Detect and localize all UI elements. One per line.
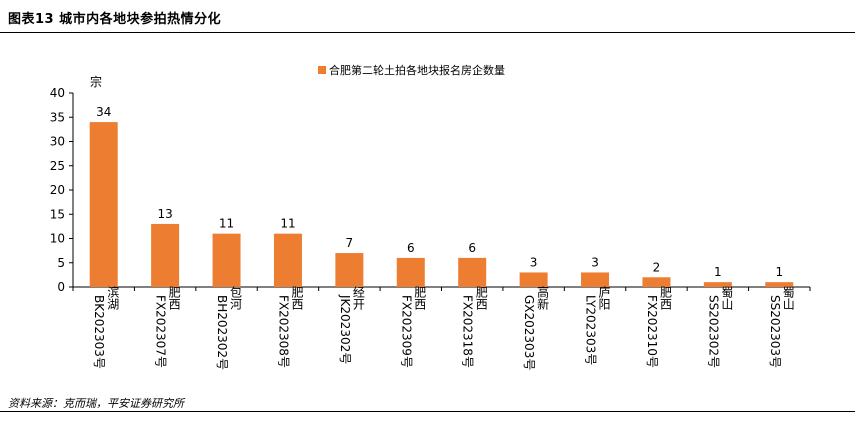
x-tick-label: LY202303号 庐阳: [584, 285, 612, 366]
figure-title: 图表13 城市内各地块参拍热情分化: [8, 12, 222, 27]
x-tick-label: FX202307号 肥西: [154, 286, 182, 368]
x-tick-label-district: 肥西: [658, 286, 672, 310]
data-label: 7: [346, 236, 354, 250]
x-tick-label-district: 包河: [229, 286, 243, 310]
x-tick-label-code: GX202303号: [522, 295, 536, 370]
x-tick-label: FX202308号 肥西: [276, 286, 304, 368]
source-note: 资料来源：克而瑞，平安证券研究所: [8, 397, 184, 410]
x-tick-label-district: 肥西: [290, 286, 304, 310]
bottom-divider: [0, 411, 855, 412]
legend-swatch: [318, 66, 326, 74]
bar: [335, 253, 364, 287]
x-tick-label-code: FX202309号: [399, 295, 413, 368]
x-tick-label: BK202303号 滨湖: [92, 285, 120, 369]
x-tick-label: JK202302号 经开: [338, 286, 366, 365]
data-label: 11: [280, 217, 295, 231]
x-tick-label-district: 肥西: [474, 286, 488, 310]
x-tick-label: FX202310号 肥西: [645, 286, 673, 368]
bar: [273, 233, 302, 287]
x-tick-label-code: BK202303号: [92, 295, 106, 369]
x-tick-label-code: SS202303号: [768, 295, 782, 368]
y-tick-label: 0: [57, 280, 65, 294]
data-label: 2: [653, 260, 661, 274]
x-tick-label-district: 蜀山: [720, 286, 734, 310]
x-tick-label-district: 蜀山: [781, 286, 795, 310]
data-label: 1: [714, 265, 722, 279]
x-tick-label: GX202303号 高新: [522, 285, 550, 371]
x-tick-label-code: FX202308号: [276, 295, 290, 368]
bar: [519, 272, 548, 287]
bar: [151, 223, 180, 287]
y-tick-label: 25: [50, 159, 65, 173]
x-tick-label-code: FX202310号: [645, 295, 659, 368]
data-label: 6: [407, 241, 415, 255]
legend: 合肥第二轮土拍各地块报名房企数量: [318, 63, 505, 77]
x-tick-label: FX202318号 肥西: [461, 286, 489, 368]
y-tick-label: 30: [50, 135, 65, 149]
x-tick-label-district: 高新: [536, 285, 550, 310]
x-tick-label-code: FX202307号: [154, 295, 168, 368]
x-tick-label-district: 肥西: [413, 286, 427, 310]
y-tick-label: 40: [50, 86, 65, 100]
data-label: 34: [96, 105, 111, 119]
y-axis-unit: 宗: [90, 74, 102, 89]
data-label: 1: [775, 265, 783, 279]
bar: [581, 272, 610, 287]
x-tick-label: SS202303号 蜀山: [768, 286, 796, 368]
x-tick-label-code: FX202318号: [461, 295, 475, 368]
x-tick-label-code: JK202302号: [338, 294, 352, 364]
bar: [89, 122, 118, 287]
bar: [396, 257, 425, 287]
data-label: 3: [530, 255, 538, 269]
bar: [642, 277, 671, 287]
x-tick-label-district: 经开: [351, 286, 365, 310]
y-tick-label: 20: [50, 183, 65, 197]
y-tick-label: 15: [50, 207, 65, 221]
x-tick-label-code: BH202302号: [215, 295, 229, 370]
y-tick-label: 10: [50, 232, 65, 246]
bar: [703, 282, 732, 287]
bar: [765, 282, 794, 287]
x-tick-label-code: SS202302号: [706, 295, 720, 368]
y-tick-label: 35: [50, 110, 65, 124]
bar: [458, 257, 487, 287]
legend-label: 合肥第二轮土拍各地块报名房企数量: [329, 63, 505, 77]
x-tick-label: FX202309号 肥西: [399, 286, 427, 368]
data-label: 11: [219, 217, 234, 231]
data-label: 6: [468, 241, 476, 255]
x-tick-label: BH202302号 包河: [215, 286, 243, 371]
x-tick-label-code: LY202303号: [584, 295, 598, 365]
x-tick-label-district: 肥西: [167, 286, 181, 310]
data-label: 3: [591, 255, 599, 269]
data-label: 13: [157, 207, 172, 221]
y-tick-label: 5: [57, 256, 65, 270]
top-divider: [0, 32, 855, 33]
x-tick-label: SS202302号 蜀山: [706, 286, 734, 368]
x-tick-label-district: 滨湖: [106, 285, 120, 310]
bar: [212, 233, 241, 287]
x-tick-label-district: 庐阳: [597, 285, 611, 310]
